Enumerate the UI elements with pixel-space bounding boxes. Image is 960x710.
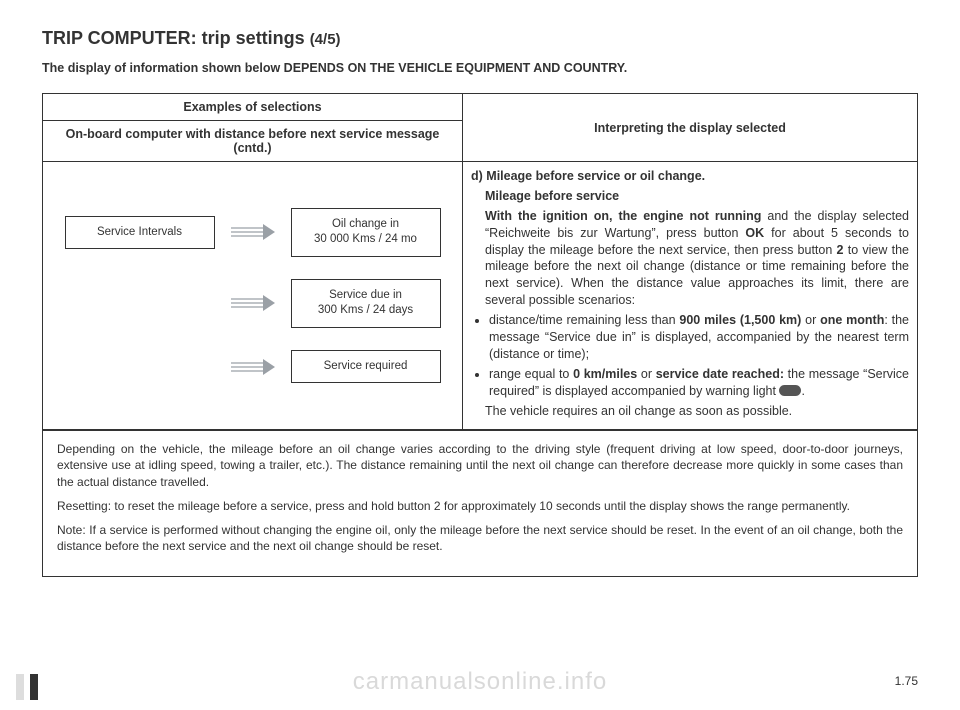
li1a: distance/time remaining less than <box>489 313 679 327</box>
box-service-due: Service due in 300 Kms / 24 days <box>291 279 441 328</box>
box-service-due-l1: Service due in <box>302 288 430 304</box>
arrow-icon <box>229 223 277 241</box>
p1e: 2 <box>837 243 844 257</box>
d-sub: Mileage before service <box>485 189 619 203</box>
box-oil-change: Oil change in 30 000 Kms / 24 mo <box>291 208 441 257</box>
note-p2: Resetting: to reset the mileage before a… <box>57 498 903 514</box>
header-table: Examples of selections Interpreting the … <box>43 94 917 430</box>
page-title: TRIP COMPUTER: trip settings (4/5) <box>42 28 918 49</box>
content-box: Examples of selections Interpreting the … <box>42 93 918 577</box>
p2b: : to reset the mileage before a service,… <box>108 499 434 513</box>
li1c: or <box>801 313 820 327</box>
title-sub: (4/5) <box>310 31 341 48</box>
diagram-row-2: Service due in 300 Kms / 24 days <box>55 279 450 328</box>
crop-mark-icon <box>30 674 38 700</box>
arrow-icon <box>229 294 277 312</box>
interpretation-cell: d) Mileage before service or oil change.… <box>463 162 917 430</box>
box-oil-change-l2: 30 000 Kms / 24 mo <box>302 232 430 248</box>
interp-paragraph: With the ignition on, the engine not run… <box>471 208 909 309</box>
p2c: 2 <box>434 499 441 513</box>
li1b: 900 miles (1,500 km) <box>679 313 801 327</box>
p1a: With the ignition on, the engine not run… <box>485 209 761 223</box>
li1d: one month <box>820 313 884 327</box>
li2b: 0 km/miles <box>573 367 637 381</box>
page-number: 1.75 <box>895 674 918 688</box>
p2d: for approximately 10 seconds until the d… <box>441 499 850 513</box>
title-main: TRIP COMPUTER: trip settings <box>42 28 310 48</box>
subheader-left: On-board computer with distance before n… <box>43 121 463 162</box>
li2d: service date reached: <box>656 367 784 381</box>
warning-light-icon <box>779 385 801 396</box>
crop-marks <box>16 674 38 700</box>
notes-block: Depending on the vehicle, the mileage be… <box>43 430 917 576</box>
header-right: Interpreting the display selected <box>463 94 917 162</box>
crop-mark-icon <box>16 674 24 700</box>
note-p1: Depending on the vehicle, the mileage be… <box>57 441 903 490</box>
diagram-row-1: Service Intervals Oil change in 30 000 K… <box>55 208 450 257</box>
interp-last: The vehicle requires an oil change as so… <box>471 403 909 420</box>
box-service-intervals: Service Intervals <box>65 216 215 250</box>
li2c: or <box>637 367 656 381</box>
lead-text: The display of information shown below D… <box>42 61 918 75</box>
p3a: Note <box>57 523 82 537</box>
diagram-row-3: Service required <box>55 350 450 384</box>
note-p3: Note: If a service is performed without … <box>57 522 903 554</box>
li2f: . <box>801 384 804 398</box>
watermark: carmanualsonline.info <box>0 668 960 696</box>
list-item: distance/time remaining less than 900 mi… <box>489 312 909 363</box>
p3b: : If a service is performed without chan… <box>57 523 903 553</box>
list-item: range equal to 0 km/miles or service dat… <box>489 366 909 400</box>
li2a: range equal to <box>489 367 573 381</box>
header-left: Examples of selections <box>43 94 463 121</box>
arrow-icon <box>229 358 277 376</box>
box-service-required: Service required <box>291 350 441 384</box>
interp-list: distance/time remaining less than 900 mi… <box>471 312 909 399</box>
p2a: Resetting <box>57 499 108 513</box>
diagram-cell: Service Intervals Oil change in 30 000 K… <box>43 162 463 430</box>
p1c: OK <box>745 226 764 240</box>
box-service-due-l2: 300 Kms / 24 days <box>302 303 430 319</box>
d-title: d) Mileage before service or oil change. <box>471 169 705 183</box>
box-oil-change-l1: Oil change in <box>302 217 430 233</box>
